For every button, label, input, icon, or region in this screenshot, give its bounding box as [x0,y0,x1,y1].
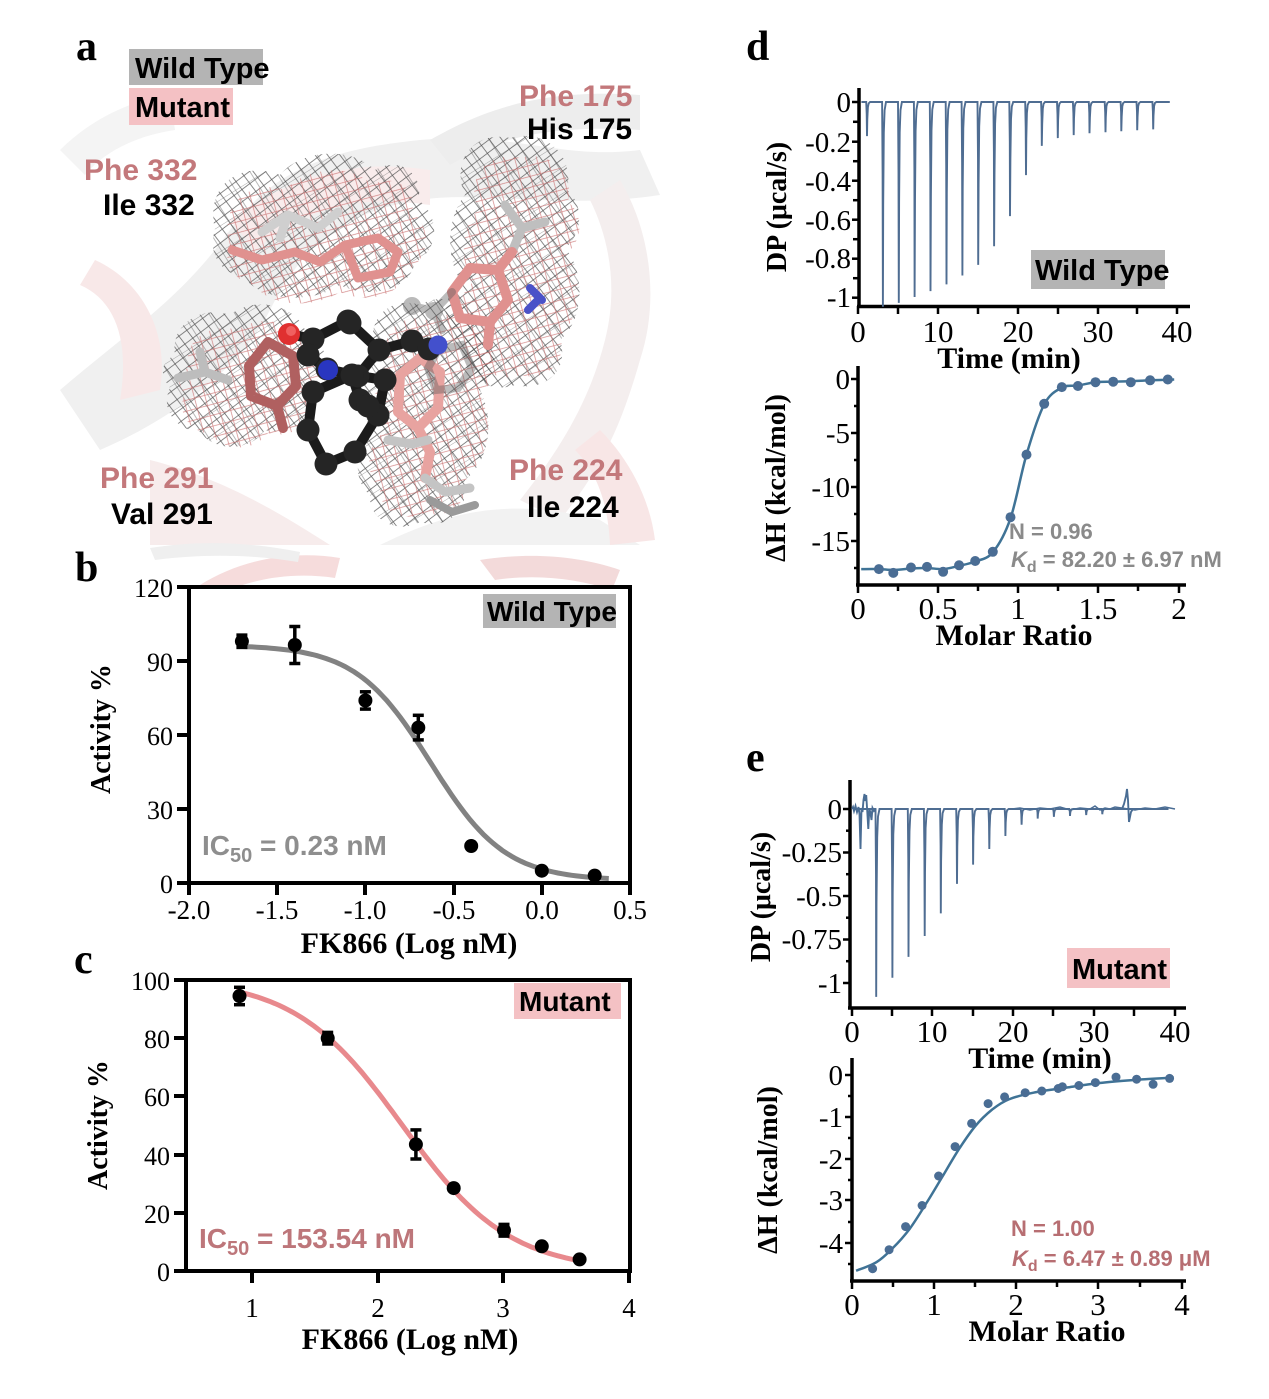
svg-text:-1: -1 [819,1102,843,1134]
svg-text:0.5: 0.5 [613,895,647,925]
svg-text:N = 0.96: N = 0.96 [1009,519,1093,544]
svg-text:10: 10 [923,314,954,349]
svg-text:4: 4 [622,1293,636,1323]
svg-text:100: 100 [131,967,170,996]
svg-text:0: 0 [828,794,843,826]
svg-text:Phe 224: Phe 224 [509,454,623,487]
svg-text:Phe 332: Phe 332 [84,154,197,187]
svg-text:Phe 175: Phe 175 [519,80,632,113]
svg-text:0: 0 [844,1014,860,1049]
svg-text:Mutant: Mutant [519,986,611,1017]
svg-text:40: 40 [1162,314,1193,349]
svg-text:0: 0 [836,364,851,396]
svg-text:e: e [746,735,765,781]
svg-text:-0.8: -0.8 [805,243,851,275]
svg-text:20: 20 [1003,314,1034,349]
svg-text:120: 120 [134,574,173,603]
svg-text:Phe 291: Phe 291 [100,462,213,495]
svg-text:-0.6: -0.6 [805,205,851,237]
svg-text:0.0: 0.0 [525,895,559,925]
svg-text:Activity %: Activity % [86,664,117,794]
svg-text:0: 0 [157,1258,170,1287]
svg-text:Val 291: Val 291 [111,498,213,531]
svg-text:-5: -5 [826,418,850,450]
svg-text:-2: -2 [819,1144,843,1176]
svg-text:-0.75: -0.75 [782,924,842,956]
svg-text:1.5: 1.5 [1079,591,1118,626]
svg-text:-0.2: -0.2 [805,127,851,159]
svg-text:FK866 (Log nM): FK866 (Log nM) [301,927,518,960]
svg-text:0: 0 [160,870,173,899]
svg-text:Time (min): Time (min) [968,1042,1112,1075]
svg-text:DP (μcal/s): DP (μcal/s) [746,832,777,962]
svg-text:3: 3 [496,1293,510,1323]
svg-text:40: 40 [144,1142,170,1171]
svg-text:20: 20 [144,1200,170,1229]
svg-text:N = 1.00: N = 1.00 [1011,1216,1095,1241]
svg-text:10: 10 [917,1014,948,1049]
svg-text:-1: -1 [818,968,842,1000]
svg-text:Activity %: Activity % [83,1060,114,1190]
svg-text:Ile 224: Ile 224 [527,491,619,524]
svg-text:c: c [74,937,93,983]
svg-text:30: 30 [147,796,173,825]
svg-text:2: 2 [1008,1287,1024,1322]
svg-text:-1.5: -1.5 [256,895,299,925]
svg-text:ΔH (kcal/mol): ΔH (kcal/mol) [761,394,792,562]
svg-text:IC50 = 0.23 nM: IC50 = 0.23 nM [202,830,387,867]
svg-text:0: 0 [829,1060,844,1092]
svg-text:-3: -3 [819,1185,843,1217]
svg-text:0: 0 [844,1287,860,1322]
svg-text:Mutant: Mutant [1072,954,1167,986]
svg-text:2: 2 [371,1293,385,1323]
svg-text:Molar Ratio: Molar Ratio [969,1315,1126,1348]
svg-text:His 175: His 175 [527,113,632,146]
svg-text:1: 1 [926,1287,942,1322]
svg-text:Kd = 6.47 ± 0.89 μM: Kd = 6.47 ± 0.89 μM [1012,1246,1211,1275]
svg-text:0: 0 [850,314,866,349]
svg-text:Time (min): Time (min) [937,342,1081,375]
svg-text:60: 60 [147,722,173,751]
svg-text:b: b [75,545,98,591]
svg-text:Ile 332: Ile 332 [103,189,195,222]
svg-text:2: 2 [1171,591,1187,626]
svg-text:90: 90 [147,648,173,677]
svg-text:-10: -10 [811,472,850,504]
svg-text:-0.5: -0.5 [796,881,842,913]
svg-text:-1.0: -1.0 [344,895,387,925]
svg-text:60: 60 [144,1083,170,1112]
svg-text:IC50 = 153.54 nM: IC50 = 153.54 nM [199,1223,415,1260]
svg-text:30: 30 [1083,314,1114,349]
svg-text:Wild Type: Wild Type [1035,255,1170,287]
svg-text:3: 3 [1090,1287,1106,1322]
svg-text:Wild Type: Wild Type [487,596,617,627]
svg-text:Kd = 82.20 ± 6.97 nM: Kd = 82.20 ± 6.97 nM [1011,547,1222,576]
svg-text:-0.5: -0.5 [433,895,476,925]
svg-text:0.5: 0.5 [919,591,958,626]
svg-text:Mutant: Mutant [135,92,230,124]
svg-text:4: 4 [1174,1287,1190,1322]
svg-text:-0.4: -0.4 [805,166,851,198]
svg-text:FK866 (Log nM): FK866 (Log nM) [302,1323,519,1356]
svg-text:0: 0 [837,87,852,119]
svg-text:d: d [746,24,769,70]
svg-text:40: 40 [1160,1014,1191,1049]
svg-text:a: a [76,24,97,70]
svg-text:-2.0: -2.0 [168,895,211,925]
svg-text:80: 80 [144,1025,170,1054]
svg-text:-15: -15 [811,526,850,558]
svg-text:0: 0 [850,591,866,626]
svg-text:-4: -4 [819,1228,844,1260]
svg-text:20: 20 [998,1014,1029,1049]
svg-text:Wild Type: Wild Type [135,53,270,85]
svg-text:-0.25: -0.25 [782,837,842,869]
svg-text:1: 1 [1010,591,1026,626]
svg-text:-1: -1 [827,282,851,314]
svg-text:DP (μcal/s): DP (μcal/s) [762,142,793,272]
svg-text:ΔH (kcal/mol): ΔH (kcal/mol) [753,1086,784,1254]
svg-text:30: 30 [1079,1014,1110,1049]
svg-text:1: 1 [245,1293,259,1323]
svg-text:Molar Ratio: Molar Ratio [936,619,1093,652]
